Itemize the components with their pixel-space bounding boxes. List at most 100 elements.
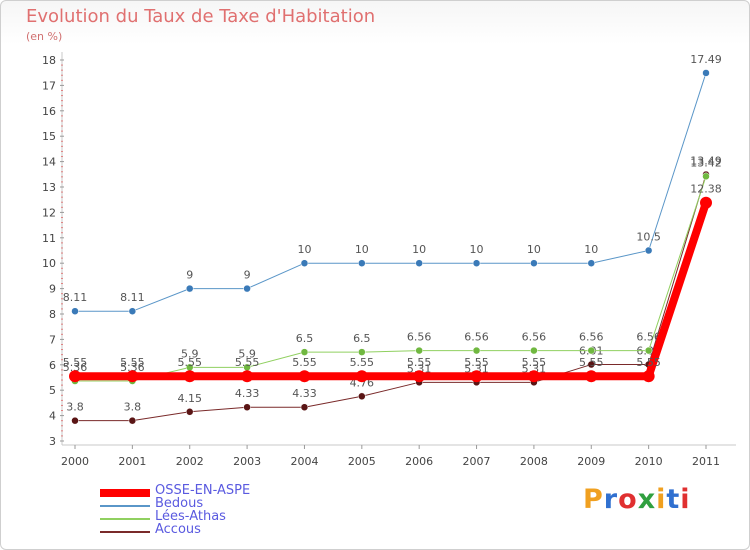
data-point-osse-en-aspe	[69, 370, 81, 383]
data-label-accous: 4.33	[292, 387, 317, 400]
legend-item: OSSE-EN-ASPE	[100, 483, 350, 499]
data-point-accous	[358, 392, 366, 401]
data-point-bedous	[587, 259, 596, 267]
data-label-l-es-athas: 6.5	[296, 332, 314, 345]
data-point-bedous	[472, 259, 481, 267]
data-label-l-es-athas: 13.42	[690, 156, 722, 169]
data-point-bedous	[300, 259, 309, 267]
data-label-accous: 5.31	[522, 362, 547, 375]
legend-label: Lées-Athas	[155, 509, 226, 524]
chart-title: Evolution du Taux de Taxe d'Habitation	[26, 6, 376, 27]
data-label-osse-en-aspe: 5.55	[120, 356, 145, 369]
data-point-bedous	[128, 307, 137, 315]
data-point-osse-en-aspe	[527, 370, 540, 383]
data-label-bedous: 9	[186, 269, 193, 282]
data-point-bedous	[358, 259, 366, 267]
data-label-accous: 5.31	[407, 362, 432, 375]
data-point-l-es-athas	[415, 346, 423, 355]
legend-swatch	[100, 531, 150, 533]
data-label-l-es-athas: 5.9	[181, 347, 199, 360]
data-point-bedous	[415, 259, 423, 267]
data-point-accous	[71, 416, 79, 425]
x-tick-label: 2004	[290, 455, 318, 468]
x-tick-label: 2006	[405, 455, 433, 468]
data-label-osse-en-aspe: 5.55	[407, 356, 432, 369]
series-line-osse-en-aspe	[71, 198, 710, 381]
data-point-accous	[128, 416, 137, 425]
data-label-bedous: 10	[412, 243, 426, 256]
data-point-l-es-athas	[702, 172, 710, 181]
data-label-osse-en-aspe: 5.55	[579, 356, 604, 369]
legend-swatch	[100, 505, 150, 507]
y-tick-label: 6	[49, 359, 56, 372]
y-tick-label: 17	[42, 79, 56, 92]
data-label-l-es-athas: 5.36	[120, 361, 145, 374]
y-tick-label: 9	[49, 283, 56, 296]
legend-item: Bedous	[100, 496, 350, 512]
y-tick-label: 10	[42, 257, 56, 270]
x-tick-label: 2000	[61, 455, 89, 468]
chart-legend: OSSE-EN-ASPE Bedous Lées-Athas Accous	[100, 483, 360, 545]
x-tick-label: 2009	[577, 455, 605, 468]
data-label-bedous: 9	[244, 269, 251, 282]
legend-item: Lées-Athas	[100, 509, 350, 525]
data-point-osse-en-aspe	[241, 370, 254, 383]
legend-label: Bedous	[155, 496, 204, 511]
data-point-accous	[243, 403, 251, 411]
data-label-osse-en-aspe: 5.55	[522, 356, 547, 369]
x-tick-label: 2007	[463, 455, 491, 468]
x-tick-label: 2008	[520, 455, 548, 468]
y-tick-label: 16	[42, 105, 56, 118]
data-label-osse-en-aspe: 5.55	[464, 356, 489, 369]
data-label-l-es-athas: 6.56	[407, 331, 432, 344]
data-label-osse-en-aspe: 5.55	[63, 356, 88, 369]
data-point-accous	[587, 360, 596, 369]
y-tick-label: 11	[42, 232, 56, 245]
data-point-l-es-athas	[587, 346, 596, 355]
data-label-accous: 5.31	[464, 362, 489, 375]
data-point-osse-en-aspe	[470, 370, 483, 383]
x-tick-label: 2010	[635, 455, 663, 468]
series-line-accous	[74, 174, 707, 422]
data-point-osse-en-aspe	[413, 370, 426, 383]
data-point-l-es-athas	[300, 348, 309, 356]
data-label-l-es-athas: 6.56	[522, 331, 547, 344]
data-point-accous	[185, 408, 194, 416]
data-label-osse-en-aspe: 5.55	[235, 356, 260, 369]
data-point-bedous	[530, 259, 538, 267]
data-label-accous: 4.15	[177, 392, 202, 405]
data-point-osse-en-aspe	[585, 370, 598, 383]
data-label-bedous: 17.49	[690, 53, 722, 66]
data-point-bedous	[644, 246, 653, 255]
data-label-bedous: 10.5	[636, 231, 661, 244]
data-label-bedous: 8.11	[120, 291, 145, 304]
x-tick-label: 2005	[348, 455, 376, 468]
data-label-osse-en-aspe: 5.55	[636, 356, 661, 369]
y-tick-label: 3	[49, 435, 56, 448]
x-tick-label: 2001	[118, 455, 146, 468]
y-tick-label: 13	[42, 181, 56, 194]
data-label-l-es-athas: 6.56	[464, 331, 489, 344]
logo-letter: i	[656, 484, 667, 515]
data-point-l-es-athas	[472, 346, 481, 355]
logo-letter: i	[680, 484, 691, 515]
y-tick-label: 7	[49, 333, 56, 346]
data-point-bedous	[71, 307, 79, 315]
data-point-osse-en-aspe	[183, 370, 196, 383]
data-point-osse-en-aspe	[355, 370, 368, 383]
data-point-l-es-athas	[358, 348, 366, 356]
data-label-accous: 4.33	[235, 387, 260, 400]
logo-letter: x	[637, 484, 657, 515]
data-label-bedous: 10	[527, 243, 541, 256]
legend-swatch	[100, 518, 150, 520]
data-point-bedous	[185, 284, 194, 293]
y-tick-label: 18	[42, 54, 56, 67]
data-label-osse-en-aspe: 5.55	[177, 356, 202, 369]
data-label-l-es-athas: 5.36	[63, 361, 88, 374]
logo-letter: r	[603, 484, 619, 515]
data-label-l-es-athas: 6.56	[636, 331, 661, 344]
logo-letter: o	[618, 484, 638, 515]
data-point-osse-en-aspe	[126, 370, 139, 383]
legend-label: Accous	[155, 522, 201, 537]
y-tick-label: 15	[42, 130, 56, 143]
